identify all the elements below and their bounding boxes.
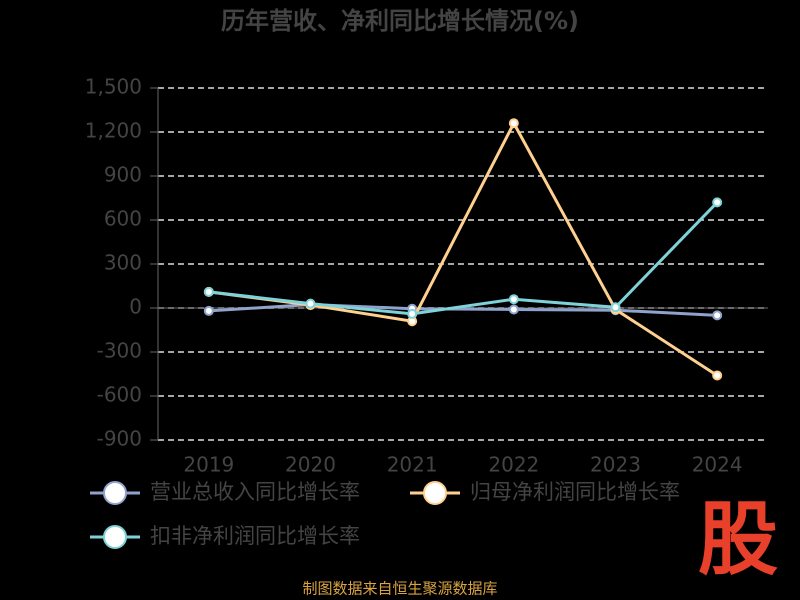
point	[407, 308, 418, 319]
legend-label: 归母净利润同比增长率	[470, 480, 680, 504]
y-tick-label: 600	[104, 207, 142, 231]
x-tick-label: 2023	[590, 453, 641, 477]
y-tick-label: -300	[97, 339, 142, 363]
legend-label: 营业总收入同比增长率	[150, 480, 360, 504]
y-tick-label: -600	[97, 383, 142, 407]
x-tick-label: 2022	[488, 453, 539, 477]
legend-marker	[103, 481, 127, 505]
x-tick-label: 2020	[285, 453, 336, 477]
point	[712, 310, 723, 321]
point	[508, 304, 519, 315]
legend-marker	[423, 481, 447, 505]
point	[203, 305, 214, 316]
series-line	[208, 201, 719, 316]
point	[203, 286, 214, 297]
logo: 股	[698, 493, 778, 586]
y-tick-label: -900	[97, 427, 142, 451]
x-tick-label: 2021	[387, 453, 438, 477]
source-note: 制图数据来自恒生聚源数据库	[302, 580, 497, 598]
point	[610, 302, 621, 313]
legend-marker	[103, 525, 127, 549]
y-tick-label: 0	[129, 295, 142, 319]
y-tick-label: 900	[104, 163, 142, 187]
y-tick-label: 1,200	[85, 119, 142, 143]
point	[712, 370, 723, 381]
y-tick-label: 300	[104, 251, 142, 275]
x-tick-label: 2024	[692, 453, 743, 477]
point	[305, 298, 316, 309]
x-tick-label: 2019	[183, 453, 234, 477]
point	[508, 118, 519, 129]
point	[712, 197, 723, 208]
legend-label: 扣非净利润同比增长率	[150, 524, 360, 548]
chart-title: 历年营收、净利同比增长情况(%)	[221, 7, 579, 35]
series-line	[208, 302, 718, 317]
point	[508, 294, 519, 305]
y-tick-label: 1,500	[85, 75, 142, 99]
